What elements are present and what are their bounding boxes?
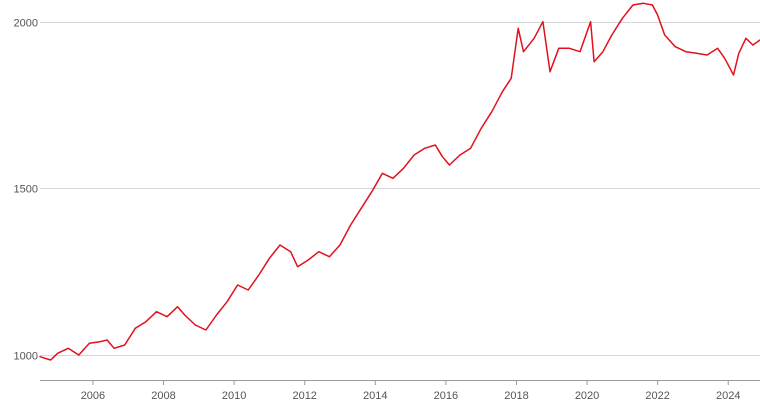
x-tick-label: 2016 — [434, 390, 458, 402]
series-line-0 — [39, 2, 760, 361]
x-tick-label: 2008 — [151, 390, 175, 402]
y-tick-labels: 1000 1500 2000 — [14, 18, 38, 363]
x-tick-label: 2024 — [716, 390, 740, 402]
x-tick-label: 2012 — [292, 390, 316, 402]
x-axis — [40, 380, 760, 385]
y-tick-label: 1000 — [14, 351, 38, 363]
y-tick-label: 1500 — [14, 184, 38, 196]
x-tick-label: 2006 — [81, 390, 105, 402]
x-tick-labels: 2006 2008 2010 2012 2014 2016 2018 2020 2022 2024 — [81, 390, 741, 402]
x-tick-label: 2014 — [363, 390, 387, 402]
x-tick-label: 2010 — [222, 390, 246, 402]
x-tick-label: 2018 — [504, 390, 528, 402]
y-tick-label: 2000 — [14, 18, 38, 30]
x-tick-label: 2020 — [575, 390, 599, 402]
gridlines — [40, 22, 760, 356]
x-tick-label: 2022 — [645, 390, 669, 402]
series-layer — [39, 2, 760, 361]
